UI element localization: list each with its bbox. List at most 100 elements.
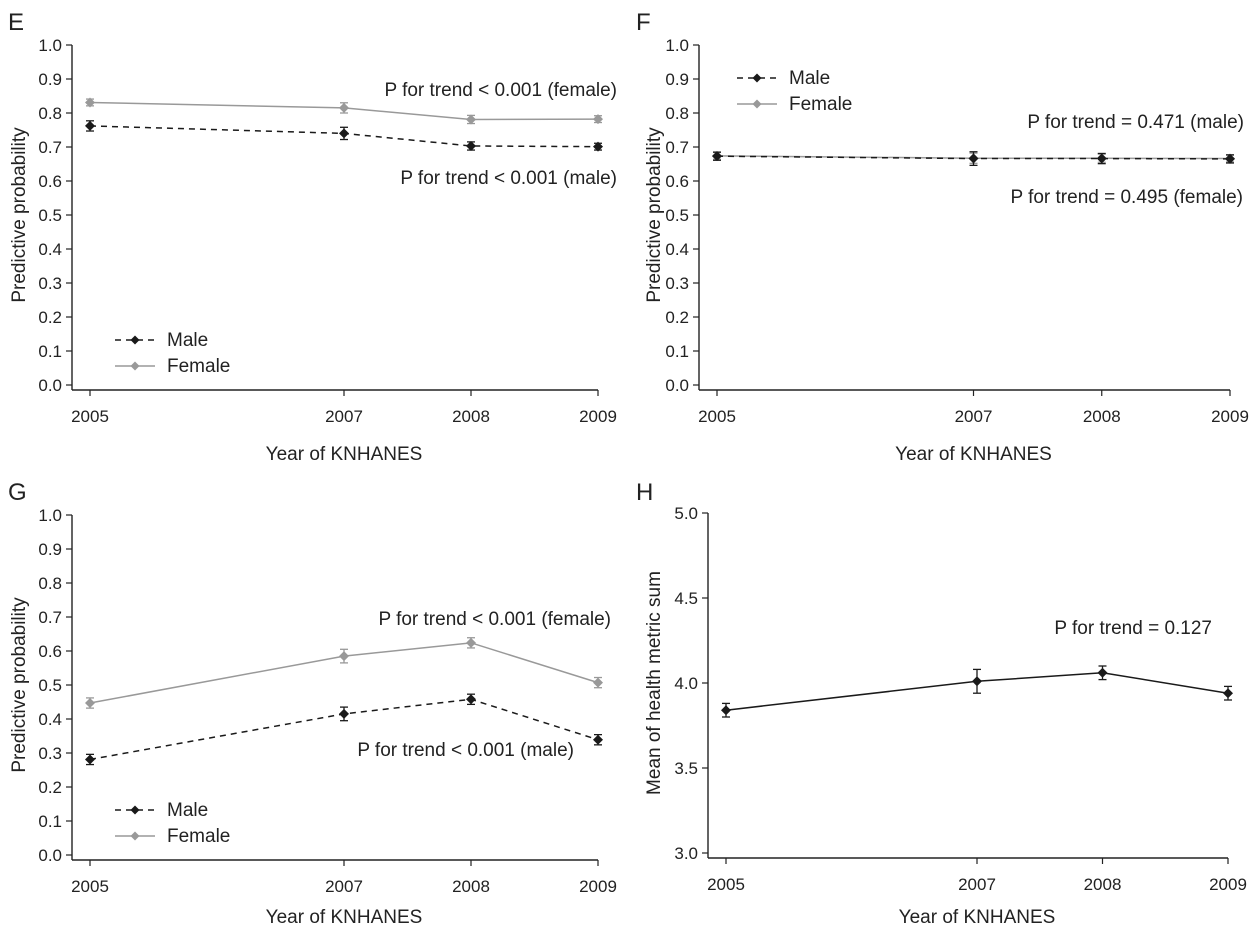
- legend-male-marker: [130, 805, 140, 815]
- x-tick-label: 2005: [707, 875, 745, 894]
- male-point: [466, 140, 476, 151]
- y-tick-label: 0.8: [38, 574, 62, 593]
- y-tick-label: 0.6: [38, 172, 62, 191]
- legend-male-label: Male: [789, 68, 830, 89]
- y-tick-label: 0.3: [38, 274, 62, 293]
- male-point: [339, 708, 349, 719]
- y-tick-label: 0.7: [38, 138, 62, 157]
- legend-male-marker: [130, 335, 140, 345]
- y-tick-label: 3.0: [674, 844, 698, 863]
- panel-f: F 0.0 0.1 0.2 0.3 0.4 0.5 0.6 0.7 0.8 0.9 1.0 2005 20…: [636, 9, 1249, 465]
- y-tick-label: 0.2: [665, 308, 689, 327]
- male-point: [85, 120, 95, 131]
- series-point: [1223, 688, 1233, 699]
- y-tick-label: 0.1: [38, 812, 62, 831]
- male-point: [466, 694, 476, 705]
- legend-female-marker: [130, 361, 140, 371]
- x-tick-label: 2008: [1084, 875, 1122, 894]
- y-axis-label: Predictive probability: [644, 127, 665, 303]
- x-tick-label: 2008: [452, 877, 490, 896]
- male-point: [1225, 153, 1235, 164]
- x-tick-label: 2005: [698, 407, 736, 426]
- x-tick-label: 2008: [452, 407, 490, 426]
- legend-male-label: Male: [167, 330, 208, 351]
- p-trend-annotation: P for trend = 0.471 (male): [1027, 112, 1244, 133]
- p-trend-annotation: P for trend < 0.001 (female): [384, 80, 617, 101]
- legend-female-label: Female: [789, 94, 852, 115]
- y-tick-label: 0.1: [38, 342, 62, 361]
- x-tick-label: 2005: [71, 407, 109, 426]
- x-tick-label: 2009: [1209, 875, 1247, 894]
- legend-male-label: Male: [167, 800, 208, 821]
- p-trend-annotation: P for trend = 0.127: [1054, 618, 1212, 639]
- p-trend-annotation: P for trend < 0.001 (female): [378, 609, 611, 630]
- y-tick-label: 0.4: [665, 240, 689, 259]
- male-point: [968, 153, 979, 164]
- legend-female-label: Female: [167, 356, 230, 377]
- y-tick-label: 4.0: [674, 674, 698, 693]
- male-point: [593, 734, 603, 745]
- panel-letter: G: [8, 479, 27, 506]
- y-tick-label: 3.5: [674, 759, 698, 778]
- series-point: [972, 676, 982, 687]
- y-tick-label: 0.0: [38, 846, 62, 865]
- series-point: [1097, 667, 1108, 678]
- y-tick-label: 1.0: [38, 506, 62, 525]
- female-point: [85, 97, 95, 108]
- y-tick-label: 0.8: [38, 104, 62, 123]
- x-tick-label: 2005: [71, 877, 109, 896]
- female-point: [593, 114, 603, 125]
- y-tick-label: 0.4: [38, 240, 62, 259]
- female-line: [89, 642, 599, 704]
- legend-male-marker: [752, 73, 762, 83]
- y-tick-label: 0.9: [665, 70, 689, 89]
- x-tick-label: 2007: [955, 407, 993, 426]
- y-axis-label: Mean of health metric sum: [644, 571, 665, 795]
- y-tick-label: 0.4: [38, 710, 62, 729]
- y-tick-label: 0.9: [38, 540, 62, 559]
- male-point: [1096, 153, 1107, 164]
- x-tick-label: 2009: [579, 407, 617, 426]
- y-tick-label: 4.5: [674, 589, 698, 608]
- y-tick-label: 0.6: [38, 642, 62, 661]
- y-tick-label: 0.5: [38, 676, 62, 695]
- x-axis-label: Year of KNHANES: [266, 907, 423, 928]
- p-trend-annotation: P for trend < 0.001 (male): [400, 168, 617, 189]
- panel-letter: H: [636, 479, 653, 506]
- p-trend-annotation: P for trend = 0.495 (female): [1010, 187, 1243, 208]
- y-tick-label: 0.0: [665, 376, 689, 395]
- male-line: [716, 155, 1231, 160]
- panel-letter: E: [8, 9, 24, 36]
- male-point: [339, 128, 349, 139]
- female-point: [339, 102, 349, 113]
- panel-g: G 0.0 0.1 0.2 0.3 0.4 0.5 0.6 0.7 0.8 0.9 1.0 2005 20…: [8, 479, 617, 928]
- x-axis-label: Year of KNHANES: [266, 444, 423, 465]
- y-tick-label: 0.7: [665, 138, 689, 157]
- male-line: [89, 125, 599, 148]
- y-tick-label: 1.0: [38, 36, 62, 55]
- x-axis-label: Year of KNHANES: [899, 907, 1056, 928]
- x-axis-label: Year of KNHANES: [895, 444, 1052, 465]
- y-tick-label: 5.0: [674, 504, 698, 523]
- series-point: [721, 705, 731, 716]
- x-tick-label: 2007: [325, 877, 363, 896]
- male-point: [85, 754, 95, 765]
- y-tick-label: 1.0: [665, 36, 689, 55]
- y-tick-label: 0.0: [38, 376, 62, 395]
- male-point: [712, 151, 722, 162]
- panel-h: H 3.0 3.5 4.0 4.5 5.0 2005 2007 2008 2009 Year of …: [636, 479, 1247, 928]
- y-axis-label: Predictive probability: [9, 597, 30, 773]
- y-tick-label: 0.7: [38, 608, 62, 627]
- x-tick-label: 2008: [1083, 407, 1121, 426]
- y-tick-label: 0.1: [665, 342, 689, 361]
- female-point: [339, 651, 349, 662]
- female-point: [466, 114, 476, 125]
- legend-female-marker: [130, 831, 140, 841]
- x-tick-label: 2007: [325, 407, 363, 426]
- panel-letter: F: [636, 9, 651, 36]
- female-point: [85, 698, 95, 709]
- male-point: [593, 141, 603, 152]
- y-tick-label: 0.3: [38, 744, 62, 763]
- legend-female-label: Female: [167, 826, 230, 847]
